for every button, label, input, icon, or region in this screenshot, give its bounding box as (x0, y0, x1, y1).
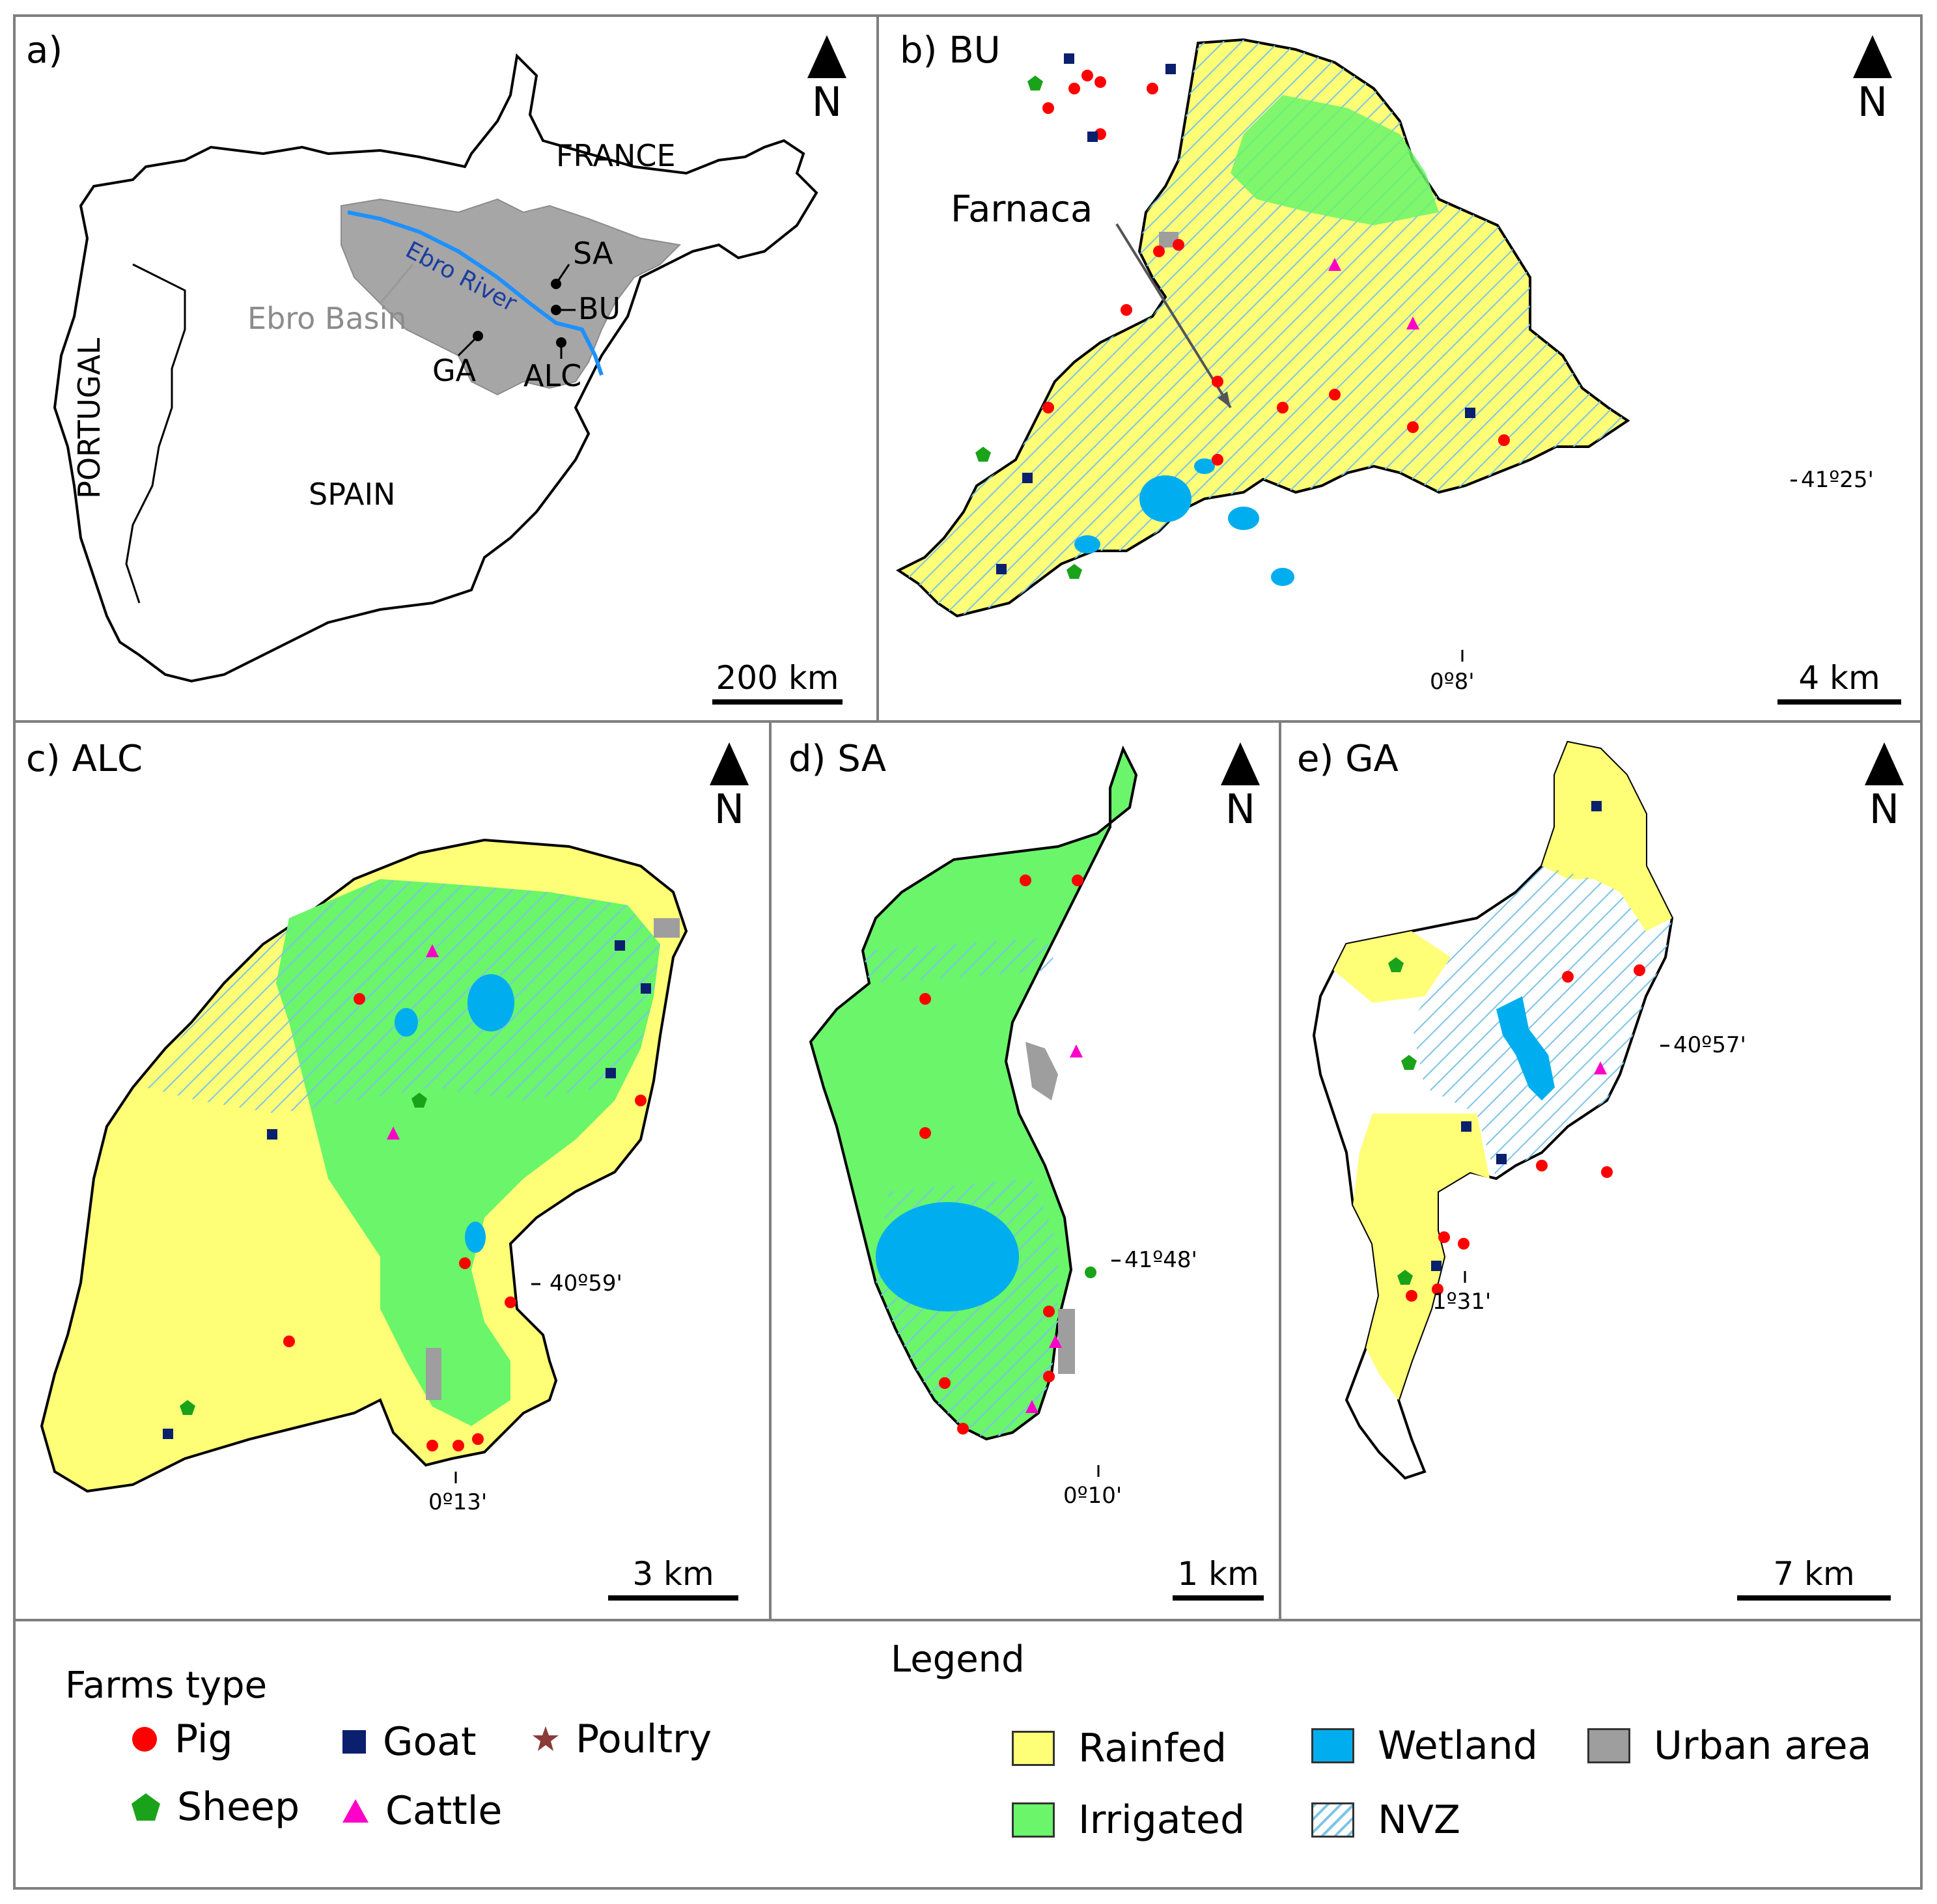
divider-cd (769, 720, 772, 1620)
farms-type-title: Farms type (65, 1664, 268, 1707)
ebro-river (347, 210, 604, 376)
ga-map (1312, 740, 1674, 1480)
legend-pig: Pig (130, 1716, 233, 1762)
scale-bar-e: 7 km (1737, 1558, 1891, 1601)
bu-boundary-nvz (899, 40, 1628, 616)
legend-rainfed: Rainfed (1012, 1726, 1227, 1771)
urban-swatch (1587, 1728, 1630, 1763)
sa-map (809, 745, 1138, 1477)
alc-map (40, 838, 688, 1493)
basin-leader (379, 264, 414, 304)
sa-wetland (876, 1202, 1019, 1311)
wetland-swatch (1311, 1728, 1354, 1763)
divider-de (1279, 720, 1281, 1620)
divider-legend (13, 1619, 1923, 1621)
site-alc-label: ALC (523, 358, 582, 393)
north-arrow-d: N (1214, 742, 1266, 830)
scale-bar-a: 200 km (712, 662, 843, 705)
legend-urban-area: Urban area (1587, 1723, 1871, 1769)
nvz-swatch (1311, 1802, 1354, 1838)
sa-farm-points (919, 875, 1096, 1435)
triangle-icon (342, 1799, 369, 1823)
bu-map (896, 38, 1797, 662)
country-france: FRANCE (556, 138, 676, 173)
divider-top (13, 720, 1923, 723)
country-portugal: PORTUGAL (72, 337, 107, 499)
rainfed-swatch (1012, 1731, 1055, 1766)
sa-urban (1025, 1042, 1058, 1100)
site-ga-label: GA (432, 353, 477, 388)
ga-wetland (1496, 996, 1555, 1100)
north-arrow-b: N (1846, 35, 1899, 122)
panel-b-label: b) BU (900, 29, 1001, 72)
legend-cattle: Cattle (341, 1788, 502, 1834)
legend: Legend Farms type Pig Goat Poultry Sheep… (16, 1621, 1921, 1888)
iberia-map (53, 53, 818, 683)
panel-a-location-map: a) FRANCE PORTUGAL SPAIN Ebro Basin Ebro… (16, 17, 876, 720)
farnaca-leader (1115, 223, 1232, 409)
ga-farm-points (1388, 801, 1645, 1302)
sa-nvz-north (863, 938, 1058, 983)
country-spain: SPAIN (309, 477, 396, 512)
scale-bar-d: 1 km (1173, 1558, 1264, 1601)
alc-farm-points (163, 940, 651, 1451)
north-arrow-c: N (703, 742, 755, 830)
bu-lon-tick: 0º8' (1430, 669, 1475, 695)
alc-wetland (467, 974, 514, 1031)
panel-a-label: a) (26, 29, 63, 72)
sa-lon-tick: 0º10' (1063, 1483, 1122, 1509)
star-icon (533, 1726, 559, 1751)
ga-lon-tick: 1º31' (1432, 1289, 1492, 1315)
alc-lon-tick: 0º13' (428, 1489, 488, 1515)
north-arrow-e: N (1858, 742, 1910, 830)
bu-farm-points (975, 53, 1510, 579)
pentagon-icon (132, 1793, 160, 1821)
panel-c-label: c) ALC (26, 738, 143, 780)
panel-e-ga-map: e) GA 40º57' 1º31' N 7 km (1281, 723, 1921, 1619)
panel-c-alc-map: c) ALC 40º59' 0º13' N 3 km (16, 723, 769, 1619)
panel-e-label: e) GA (1297, 738, 1399, 780)
basin-label: Ebro Basin (247, 301, 407, 336)
ga-rainfed (1333, 742, 1672, 1400)
coastline (53, 53, 818, 683)
alc-nvz (146, 879, 660, 1113)
panel-b-bu-map: b) BU Farnaca 41º25' 0º8' N 4 km (879, 17, 1921, 720)
bu-lat-tick: 41º25' (1801, 467, 1874, 493)
legend-sheep: Sheep (130, 1784, 300, 1830)
legend-poultry: Poultry (531, 1716, 712, 1762)
panel-d-label: d) SA (788, 738, 887, 780)
legend-goat: Goat (341, 1719, 477, 1765)
alc-lat-tick: 40º59' (550, 1270, 622, 1296)
site-bu-label: BU (578, 291, 621, 326)
legend-wetland: Wetland (1311, 1723, 1538, 1769)
ga-nvz (1412, 866, 1672, 1179)
legend-irrigated: Irrigated (1012, 1797, 1245, 1843)
square-icon (342, 1730, 366, 1754)
bu-farnaca-wetland (1139, 475, 1191, 522)
panel-d-sa-map: d) SA 41º48' 0º10' N 1 km (772, 723, 1279, 1619)
scale-bar-c: 3 km (608, 1558, 738, 1601)
north-arrow-a: N (801, 35, 853, 122)
legend-nvz: NVZ (1311, 1797, 1460, 1843)
portugal-border (125, 263, 186, 604)
irrigated-swatch (1012, 1802, 1055, 1838)
alc-urban (426, 1348, 441, 1400)
site-sa-label: SA (573, 236, 613, 271)
ebro-basin (341, 198, 682, 396)
legend-title: Legend (891, 1638, 1025, 1681)
circle-icon (132, 1727, 157, 1752)
sa-lat-tick: 41º48' (1124, 1247, 1197, 1273)
ga-lat-tick: 40º57' (1673, 1032, 1746, 1058)
divider-ab (876, 14, 879, 721)
scale-bar-b: 4 km (1777, 662, 1901, 705)
farnaca-callout: Farnaca (951, 188, 1093, 231)
bu-irrigated (1231, 95, 1439, 225)
